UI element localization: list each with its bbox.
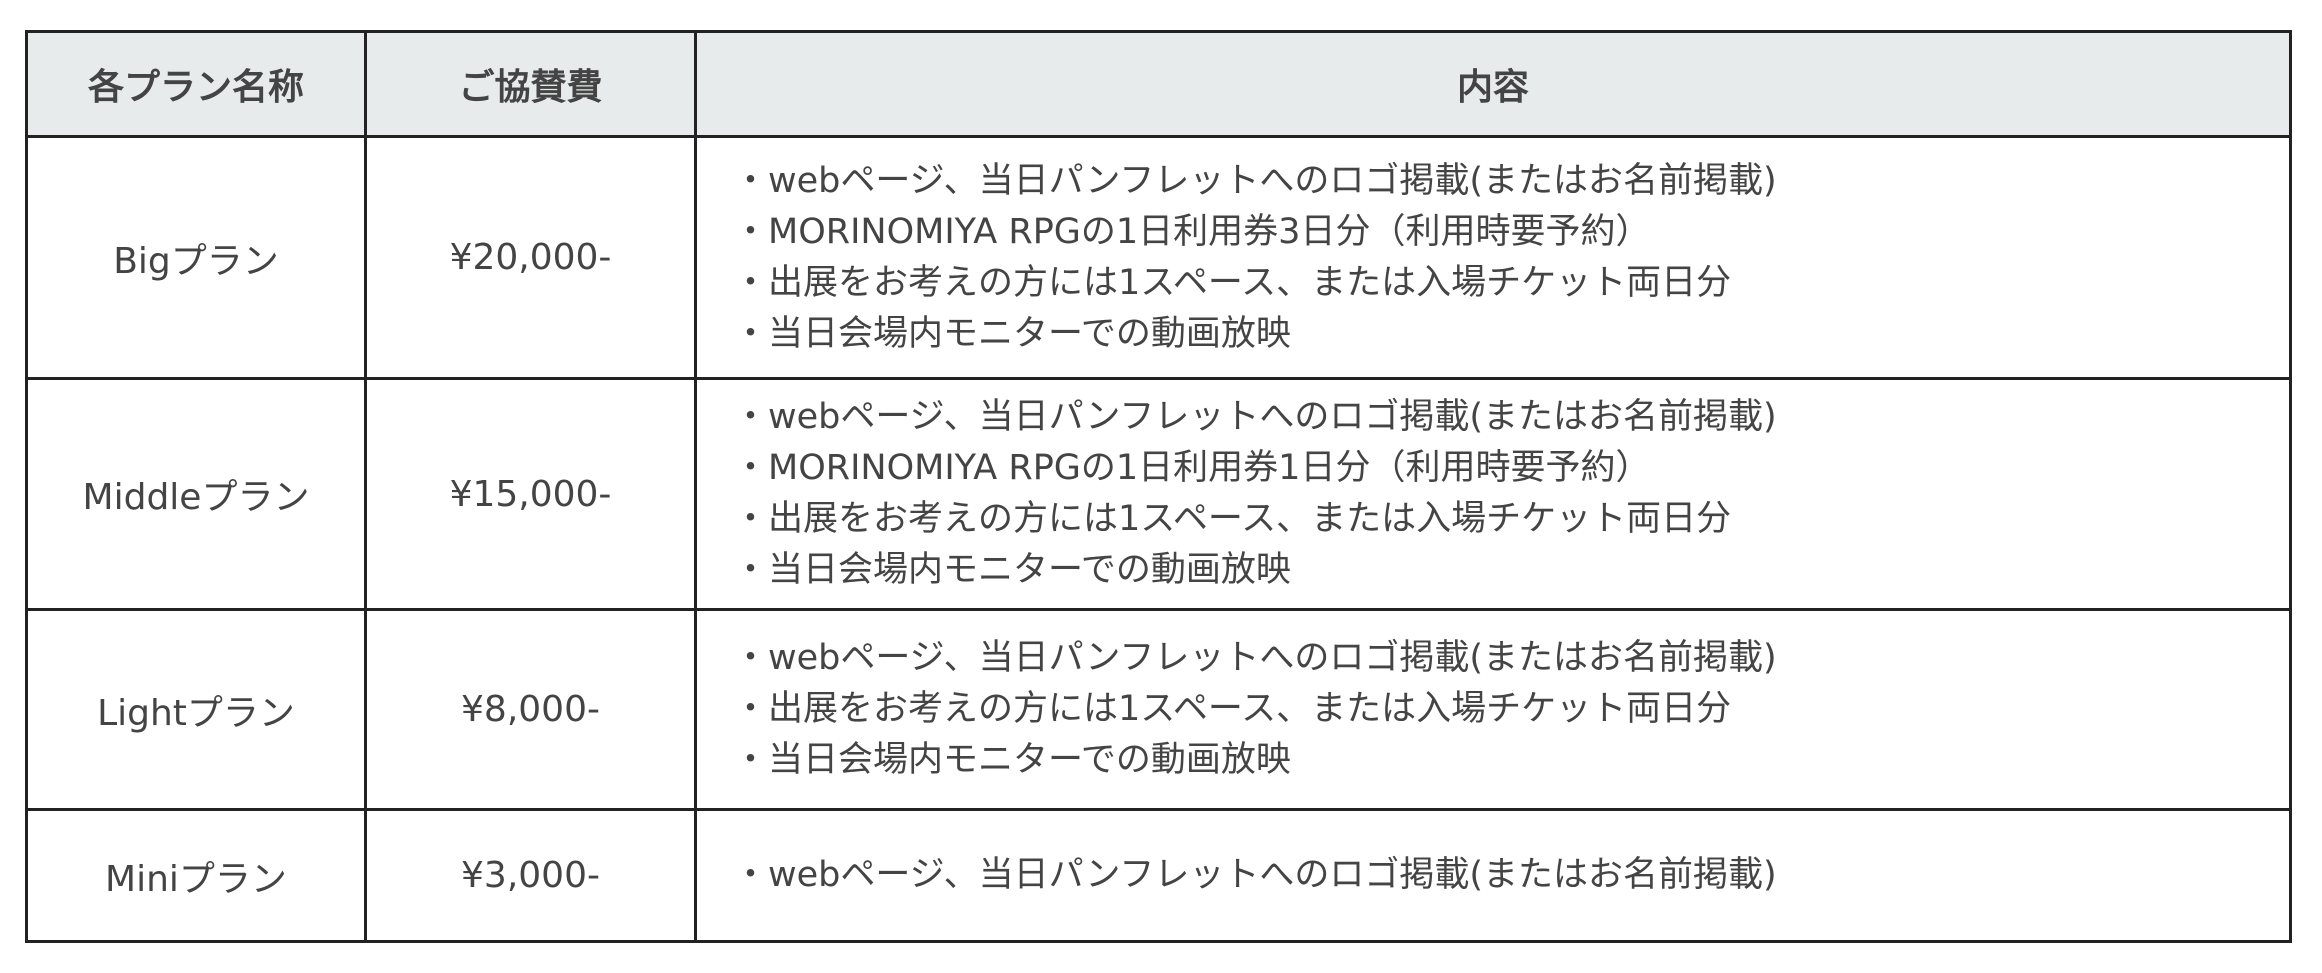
plan-content: ・webページ、当日パンフレットへのロゴ掲載(またはお名前掲載) ・MORINOM… xyxy=(694,377,2292,611)
content-item: ・出展をお考えの方には1スペース、または入場チケット両日分 xyxy=(733,262,1732,303)
content-item: ・出展をお考えの方には1スペース、または入場チケット両日分 xyxy=(733,499,1732,539)
content-item: ・MORINOMIYA RPGの1日利用券1日分（利用時要予約） xyxy=(733,448,1651,488)
content-item: ・当日会場内モニターでの動画放映 xyxy=(733,313,1291,354)
plan-content: ・webページ、当日パンフレットへのロゴ掲載(またはお名前掲載) ・出展をお考えの… xyxy=(694,608,2292,811)
plan-content: ・webページ、当日パンフレットへのロゴ掲載(またはお名前掲載) ・MORINOM… xyxy=(694,135,2292,380)
plan-name: Middleプラン xyxy=(25,377,367,611)
table-row: Middleプラン ¥15,000- ・webページ、当日パンフレットへのロゴ掲載(… xyxy=(25,377,2292,611)
plan-name: Bigプラン xyxy=(25,135,367,380)
content-item: ・webページ、当日パンフレットへのロゴ掲載(またはお名前掲載) xyxy=(733,160,1777,201)
table-row: Miniプラン ¥3,000- ・webページ、当日パンフレットへのロゴ掲載(または… xyxy=(25,808,2292,943)
content-item: ・webページ、当日パンフレットへのロゴ掲載(またはお名前掲載) xyxy=(733,638,1777,678)
content-item: ・当日会場内モニターでの動画放映 xyxy=(733,740,1291,780)
plan-fee: ¥3,000- xyxy=(364,808,697,943)
header-fee: ご協賛費 xyxy=(364,30,697,138)
table-row: Lightプラン ¥8,000- ・webページ、当日パンフレットへのロゴ掲載(また… xyxy=(25,608,2292,811)
plan-fee: ¥8,000- xyxy=(364,608,697,811)
sponsorship-plans-table: 各プラン名称 ご協賛費 内容 Bigプラン ¥20,000- ・webページ、当日パ… xyxy=(25,30,2292,943)
content-item: ・webページ、当日パンフレットへのロゴ掲載(またはお名前掲載) xyxy=(733,397,1777,437)
plan-fee: ¥15,000- xyxy=(364,377,697,611)
header-content: 内容 xyxy=(694,30,2292,138)
plan-name: Lightプラン xyxy=(25,608,367,811)
header-plan-name: 各プラン名称 xyxy=(25,30,367,138)
content-item: ・出展をお考えの方には1スペース、または入場チケット両日分 xyxy=(733,689,1732,729)
content-item: ・MORINOMIYA RPGの1日利用券3日分（利用時要予約） xyxy=(733,211,1651,252)
plan-name: Miniプラン xyxy=(25,808,367,943)
plan-content: ・webページ、当日パンフレットへのロゴ掲載(またはお名前掲載) xyxy=(694,808,2292,943)
content-item: ・当日会場内モニターでの動画放映 xyxy=(733,550,1291,590)
table-row: Bigプラン ¥20,000- ・webページ、当日パンフレットへのロゴ掲載(または… xyxy=(25,135,2292,380)
plan-fee: ¥20,000- xyxy=(364,135,697,380)
table-header-row: 各プラン名称 ご協賛費 内容 xyxy=(25,30,2292,138)
content-item: ・webページ、当日パンフレットへのロゴ掲載(またはお名前掲載) xyxy=(733,855,1777,895)
